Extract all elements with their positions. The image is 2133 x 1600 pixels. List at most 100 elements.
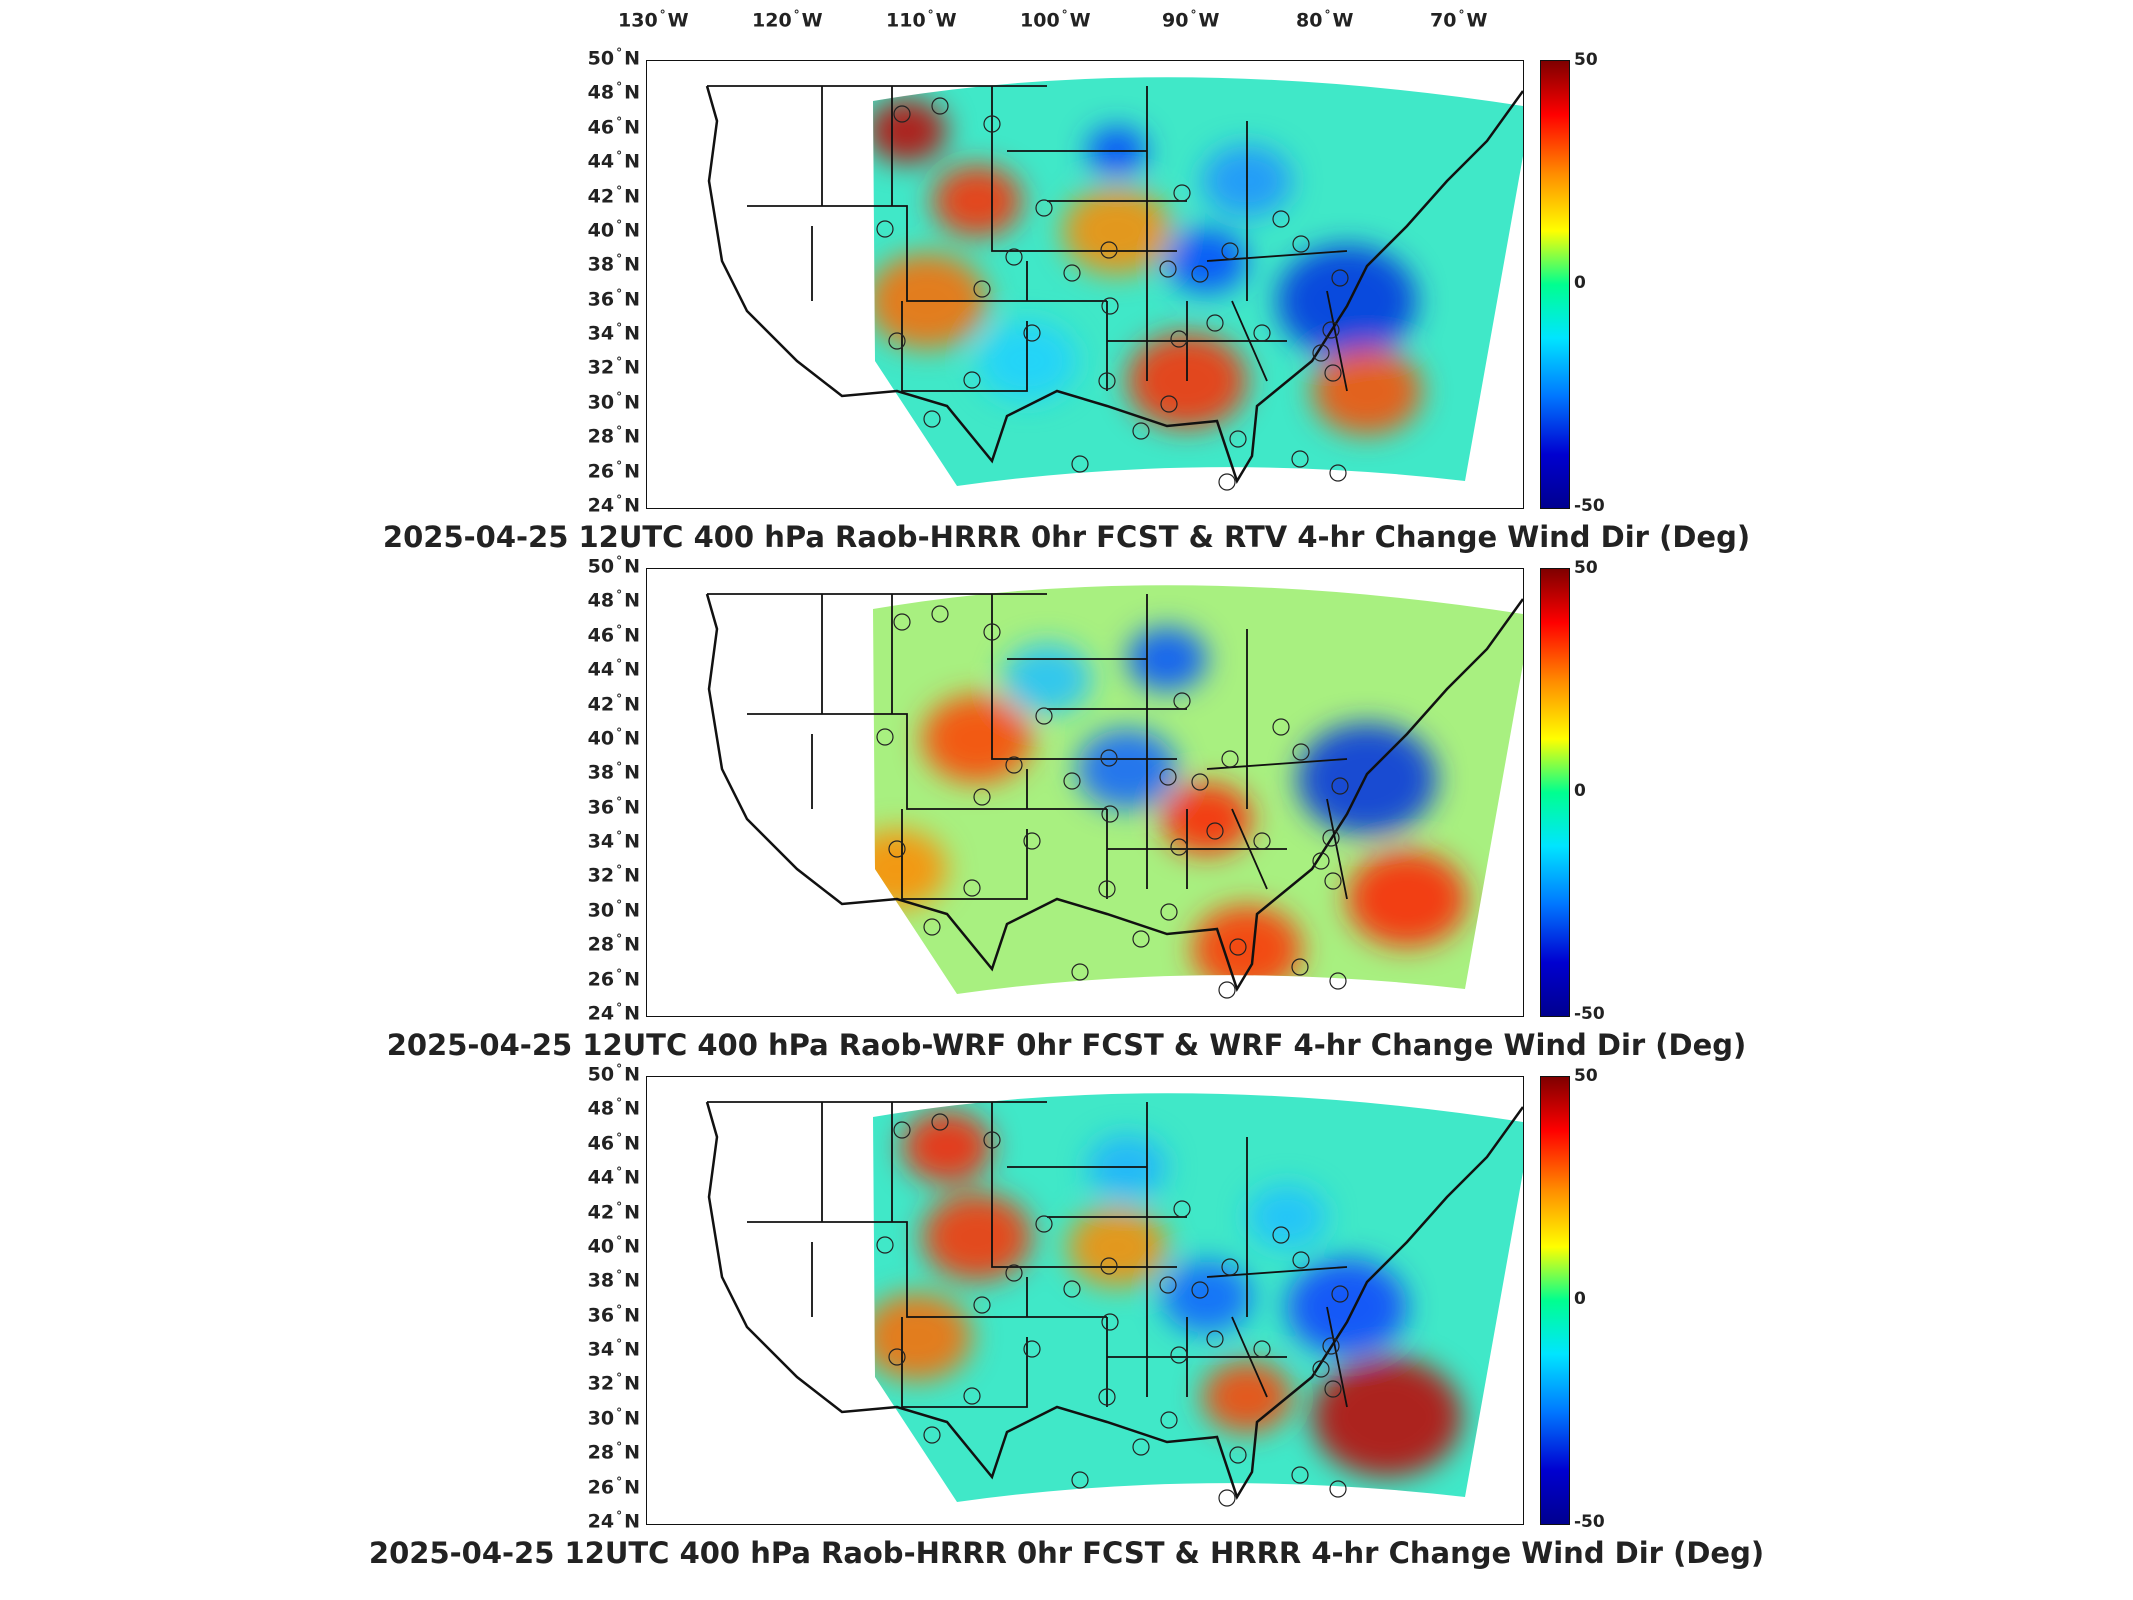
- raob-station-marker: [876, 220, 894, 238]
- raob-station-marker: [931, 605, 949, 623]
- raob-station-marker: [1071, 1471, 1089, 1489]
- raob-station-marker: [1229, 430, 1247, 448]
- raob-station-marker: [983, 1131, 1001, 1149]
- raob-station-marker: [1160, 1411, 1178, 1429]
- raob-station-marker: [1100, 241, 1118, 259]
- raob-station-marker: [1023, 1340, 1041, 1358]
- raob-station-marker: [1005, 1264, 1023, 1282]
- raob-station-marker: [1191, 773, 1209, 791]
- raob-station-marker: [1218, 473, 1236, 491]
- map-frame: [646, 1076, 1524, 1525]
- raob-station-marker: [923, 1426, 941, 1444]
- lon-label-100: 100 ° W: [1020, 8, 1091, 32]
- lat-label-36: 36 ° N: [587, 1302, 640, 1327]
- raob-station-marker: [1324, 1380, 1342, 1398]
- panel-title: 2025-04-25 12UTC 400 hPa Raob-WRF 0hr FC…: [386, 1028, 1747, 1062]
- raob-station-marker: [1132, 422, 1150, 440]
- raob-station-marker: [1253, 832, 1271, 850]
- lat-label-26: 26 ° N: [587, 966, 640, 990]
- raob-station-marker: [1173, 184, 1191, 202]
- lat-label-30: 30 ° N: [587, 389, 640, 414]
- raob-station-marker: [1160, 903, 1178, 921]
- lat-label-38: 38 ° N: [587, 252, 640, 276]
- raob-station-marker: [893, 105, 911, 123]
- raob-station-marker: [1063, 1280, 1081, 1298]
- raob-station-marker: [1098, 372, 1116, 390]
- raob-station-marker: [1035, 199, 1053, 217]
- raob-station-marker: [1292, 1251, 1310, 1269]
- lat-label-36: 36 ° N: [587, 286, 640, 311]
- raob-station-marker: [1132, 930, 1150, 948]
- raob-station-marker: [983, 115, 1001, 133]
- raob-station-marker: [1191, 1281, 1209, 1299]
- raob-station-marker: [1206, 314, 1224, 332]
- raob-station-marker: [893, 613, 911, 631]
- raob-station-marker: [1312, 852, 1330, 870]
- raob-station-marker: [1170, 838, 1188, 856]
- raob-station-marker: [1101, 297, 1119, 315]
- colorbar-min-label: -50: [1574, 1512, 1605, 1532]
- raob-station-marker: [1221, 750, 1239, 768]
- raob-station-marker: [983, 623, 1001, 641]
- raob-station-marker: [1292, 235, 1310, 253]
- lat-label-30: 30 ° N: [587, 897, 640, 922]
- raob-station-marker: [1218, 1489, 1236, 1507]
- raob-station-marker: [1173, 692, 1191, 710]
- lat-label-44: 44 ° N: [587, 149, 640, 173]
- colorbar: [1540, 568, 1570, 1017]
- raob-station-marker: [1272, 718, 1290, 736]
- raob-station-marker: [1291, 958, 1309, 976]
- raob-station-marker: [973, 280, 991, 298]
- raob-station-marker: [876, 1236, 894, 1254]
- colorbar-max-label: 50: [1574, 1066, 1598, 1086]
- coastline: [705, 593, 1523, 992]
- lat-label-50: 50 ° N: [587, 554, 640, 578]
- lat-label-44: 44 ° N: [587, 1165, 640, 1189]
- lat-label-50: 50 ° N: [587, 1062, 640, 1086]
- raob-station-marker: [1023, 324, 1041, 342]
- coastline: [705, 1101, 1523, 1500]
- raob-station-marker: [1272, 210, 1290, 228]
- lon-label-80: 80 ° W: [1296, 8, 1354, 32]
- raob-station-marker: [1221, 242, 1239, 260]
- raob-station-marker: [923, 410, 941, 428]
- colorbar-min-label: -50: [1574, 1004, 1605, 1024]
- raob-station-marker: [1159, 768, 1177, 786]
- colorbar-mid-label: 0: [1574, 1289, 1586, 1309]
- raob-station-marker: [1098, 1388, 1116, 1406]
- raob-station-marker: [1101, 1313, 1119, 1331]
- lat-label-42: 42 ° N: [587, 691, 640, 715]
- lat-label-28: 28 ° N: [587, 932, 640, 956]
- lat-label-38: 38 ° N: [587, 760, 640, 784]
- raob-station-marker: [1331, 1285, 1349, 1303]
- lat-label-34: 34 ° N: [587, 1337, 640, 1361]
- raob-station-marker: [1005, 756, 1023, 774]
- state-borders: [707, 1101, 1348, 1408]
- raob-station-marker: [1023, 832, 1041, 850]
- state-borders: [707, 593, 1348, 900]
- raob-station-marker: [888, 332, 906, 350]
- raob-station-marker: [931, 1113, 949, 1131]
- map-frame: [646, 568, 1524, 1017]
- raob-station-marker: [923, 918, 941, 936]
- raob-station-marker: [1159, 260, 1177, 278]
- raob-station-marker: [1160, 395, 1178, 413]
- panel-title: 2025-04-25 12UTC 400 hPa Raob-HRRR 0hr F…: [368, 1536, 1765, 1570]
- wind-direction-map: [705, 1093, 1523, 1507]
- wind-direction-map: [705, 585, 1523, 999]
- raob-station-marker: [1329, 464, 1347, 482]
- raob-station-marker: [1229, 1446, 1247, 1464]
- lat-label-40: 40 ° N: [587, 725, 640, 750]
- lat-label-34: 34 ° N: [587, 829, 640, 853]
- colorbar: [1540, 1076, 1570, 1525]
- raob-station-marker: [1329, 1480, 1347, 1498]
- raob-station-marker: [1071, 455, 1089, 473]
- raob-station-marker: [1100, 1257, 1118, 1275]
- state-borders: [707, 85, 1348, 392]
- raob-station-marker: [1191, 265, 1209, 283]
- lat-label-26: 26 ° N: [587, 1474, 640, 1498]
- lat-label-48: 48 ° N: [587, 80, 640, 104]
- raob-station-marker: [1206, 1330, 1224, 1348]
- lat-label-32: 32 ° N: [587, 863, 640, 887]
- raob-station-marker: [1324, 364, 1342, 382]
